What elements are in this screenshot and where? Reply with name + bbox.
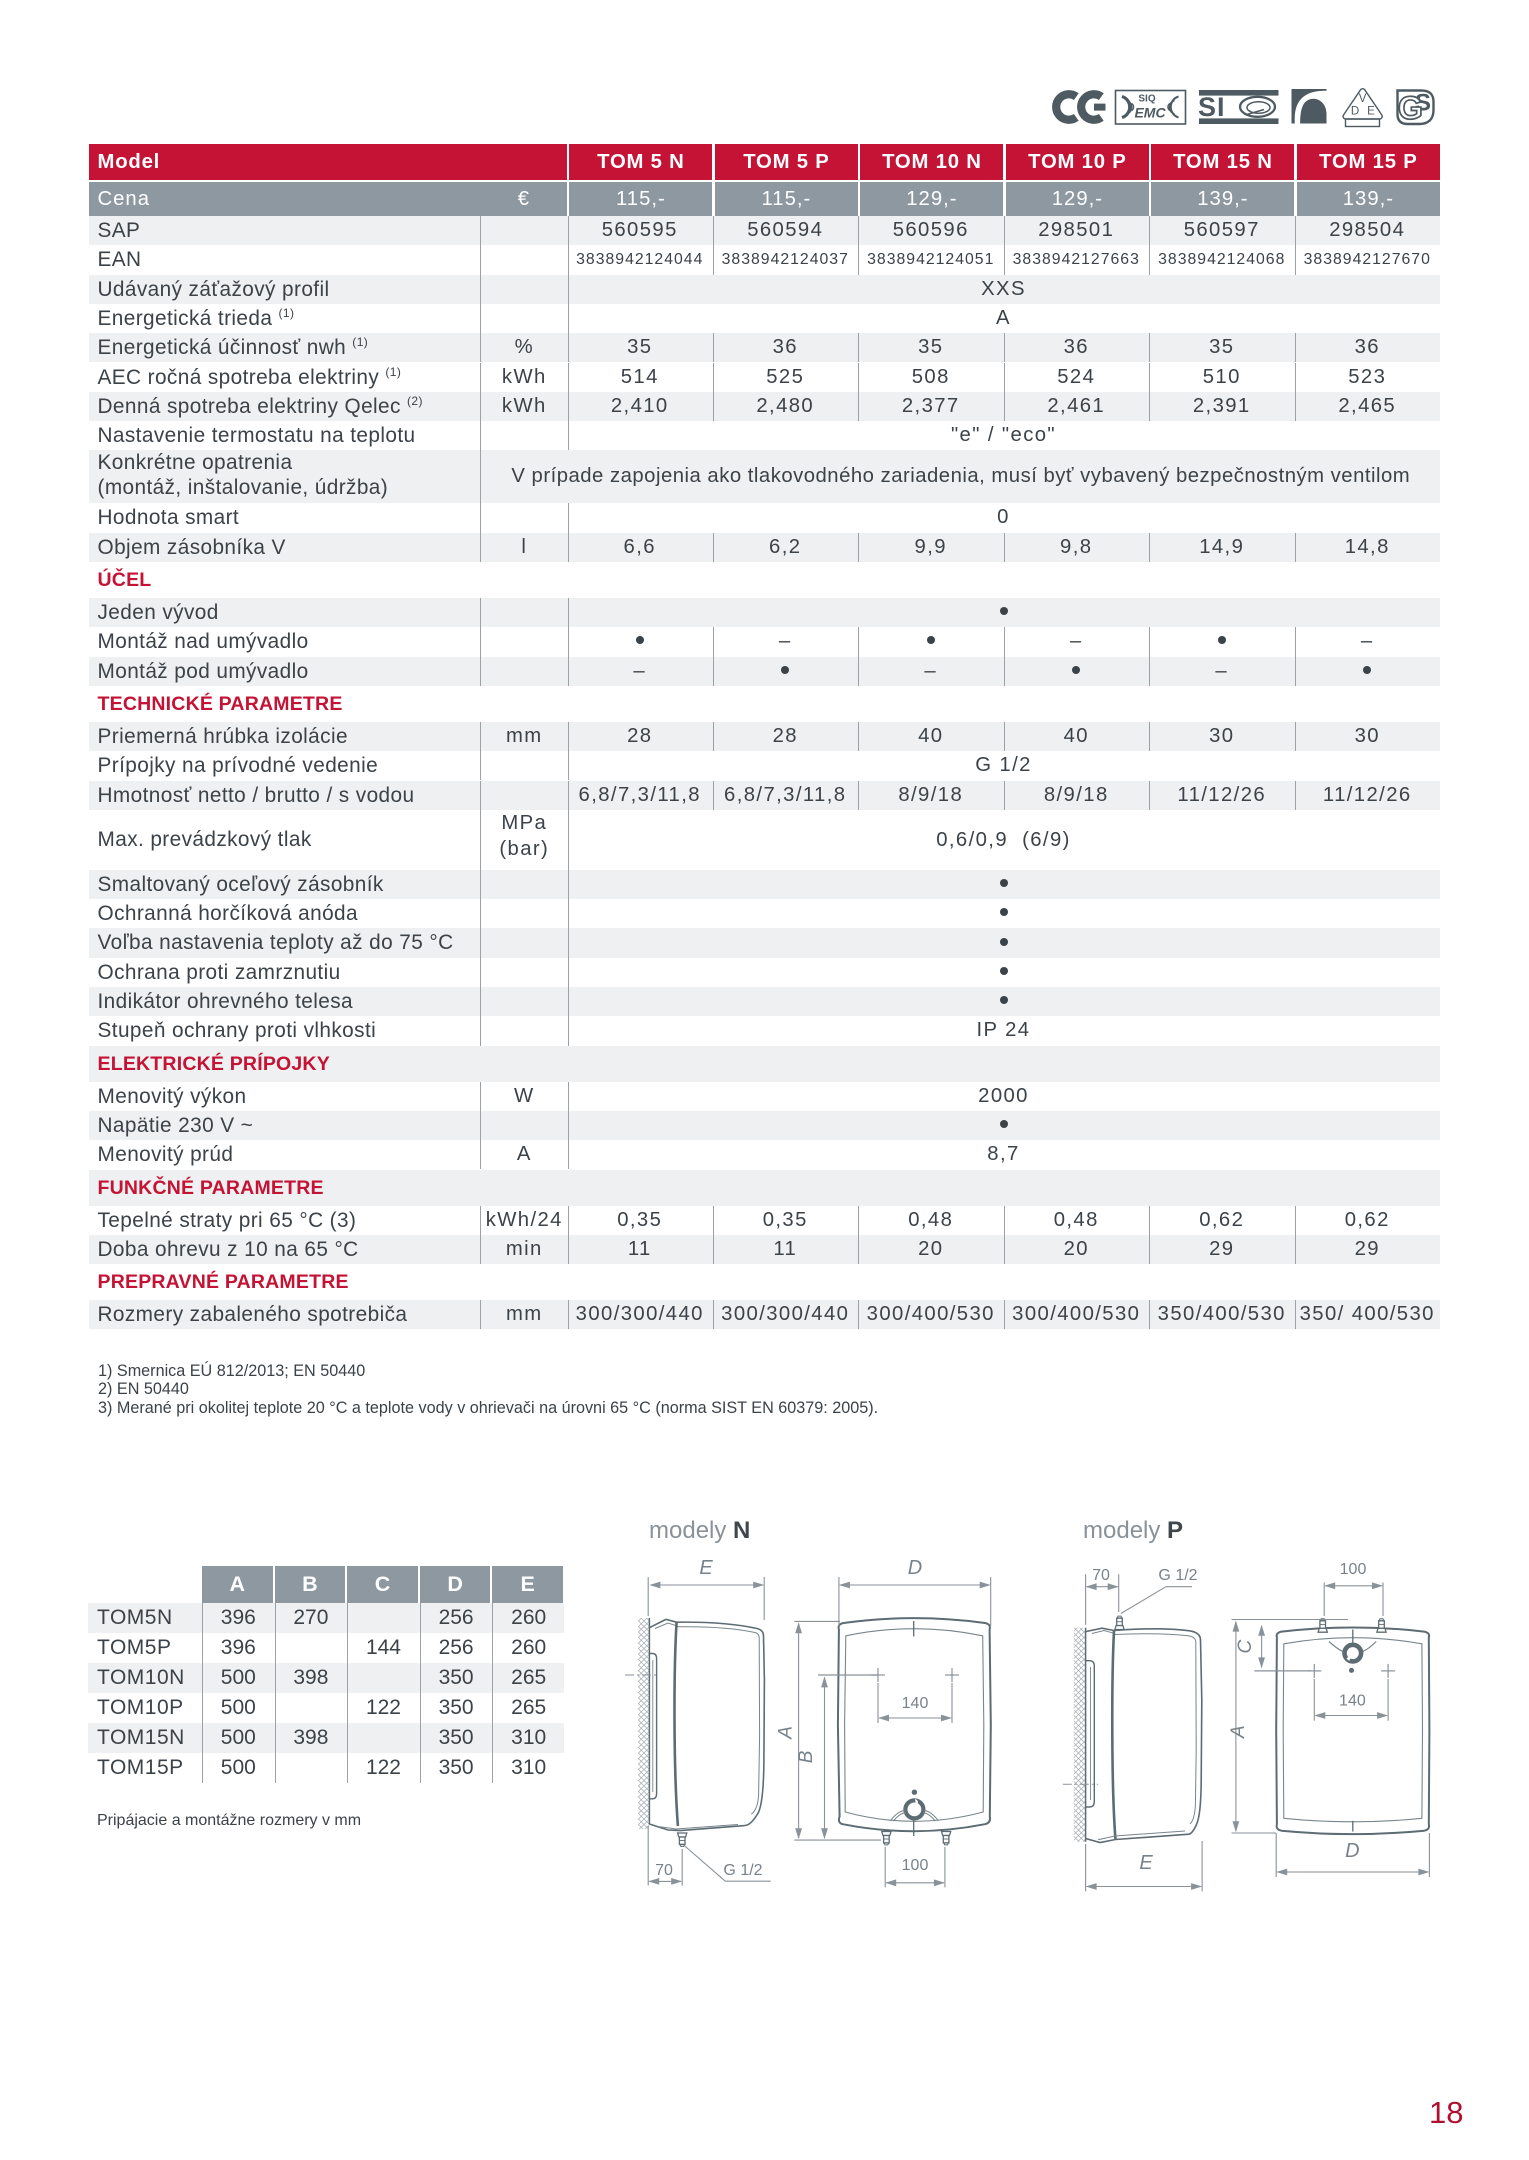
svg-text:EMC: EMC: [1134, 105, 1166, 121]
svg-text:100: 100: [902, 1857, 929, 1874]
svg-text:A: A: [776, 1726, 797, 1740]
svg-text:G 1/2: G 1/2: [723, 1862, 762, 1879]
svg-text:G 1/2: G 1/2: [1158, 1567, 1197, 1584]
svg-text:V: V: [1359, 93, 1367, 105]
svg-text:140: 140: [1339, 1693, 1366, 1710]
svg-text:SIQ: SIQ: [1138, 94, 1155, 105]
svg-text:100: 100: [1340, 1561, 1367, 1578]
svg-text:S: S: [1415, 90, 1431, 117]
svg-text:A: A: [1228, 1725, 1249, 1739]
svg-text:C: C: [1235, 1639, 1256, 1653]
svg-text:B: B: [796, 1750, 817, 1763]
svg-text:D: D: [908, 1557, 922, 1579]
svg-text:E: E: [1139, 1852, 1153, 1874]
svg-text:E: E: [699, 1557, 713, 1579]
svg-text:D: D: [1345, 1840, 1359, 1862]
svg-text:G: G: [1398, 90, 1423, 126]
svg-text:SI: SI: [1198, 92, 1226, 122]
svg-text:D: D: [1351, 106, 1359, 118]
svg-text:70: 70: [1092, 1567, 1110, 1584]
svg-text:E: E: [1367, 106, 1375, 118]
svg-text:140: 140: [902, 1695, 929, 1712]
svg-text:70: 70: [655, 1862, 673, 1879]
